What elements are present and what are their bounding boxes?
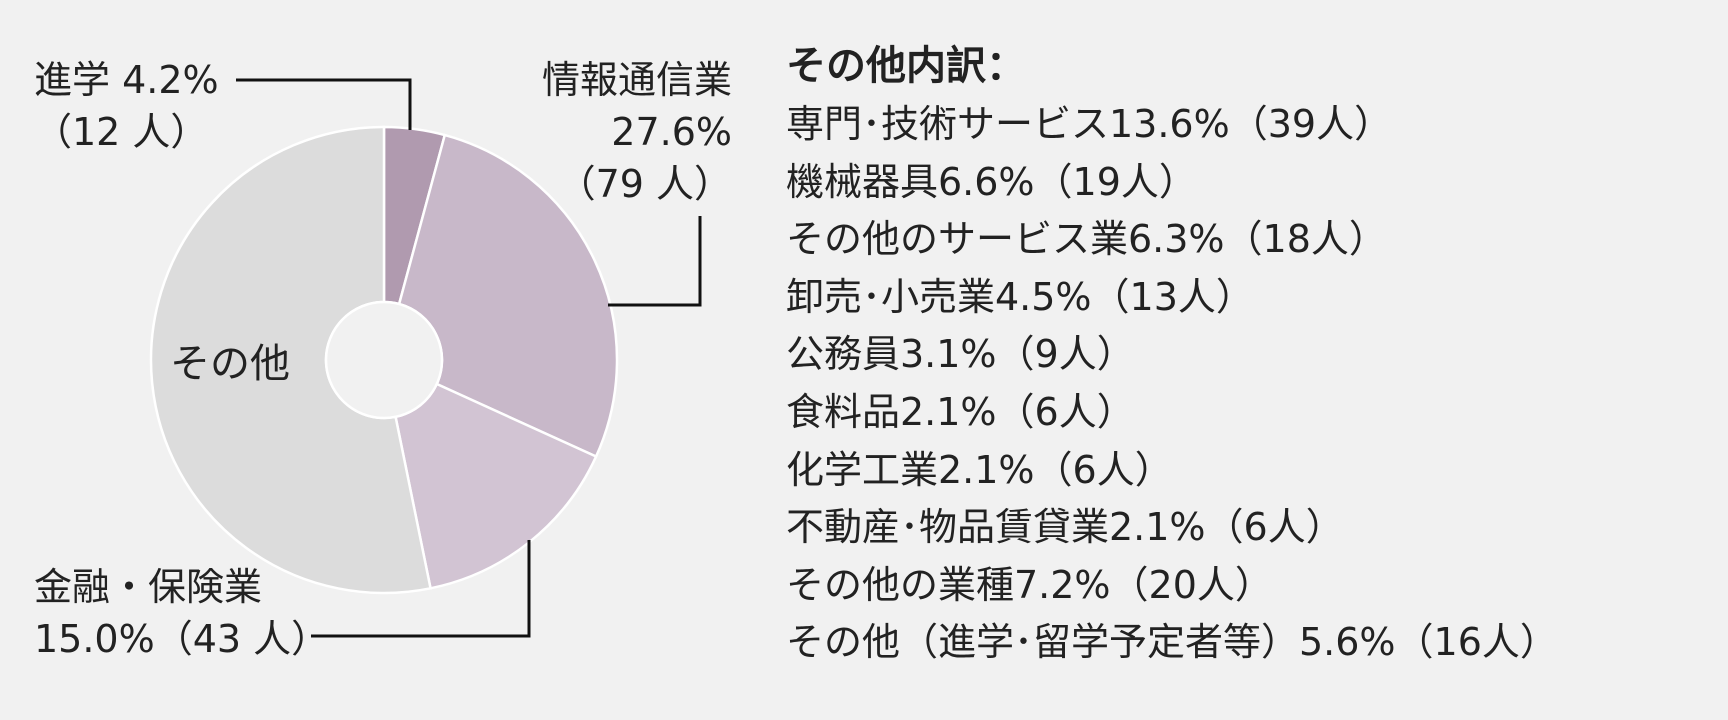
leader-info [608, 216, 702, 307]
label-other: その他 [170, 341, 290, 387]
breakdown-item: その他のサービス業6.3%（18人） [786, 217, 1387, 262]
leader-shingaku [236, 78, 412, 130]
donut-hole [324, 300, 444, 420]
label-finance-line1: 金融・保険業 [34, 565, 263, 609]
label-shingaku: 進学 4.2% （12 人） [34, 54, 219, 158]
breakdown-item: 不動産･物品賃貸業2.1%（6人） [786, 505, 1344, 550]
label-finance: 金融・保険業 15.0%（43 人） [34, 561, 329, 665]
breakdown-item: 化学工業2.1%（6人） [786, 447, 1173, 492]
label-shingaku-line2: （12 人） [34, 110, 209, 154]
breakdown-item: 公務員3.1%（9人） [786, 332, 1135, 377]
breakdown-item: 専門･技術サービス13.6%（39人） [786, 102, 1393, 146]
breakdown-item: 卸売･小売業4.5%（13人） [786, 274, 1254, 319]
breakdown-item: 食料品2.1%（6人） [786, 389, 1135, 434]
label-info: 情報通信業 27.6% （79 人） [542, 54, 732, 210]
label-info-line1: 情報通信業 [541, 58, 732, 102]
label-shingaku-line1: 進学 4.2% [34, 58, 219, 102]
breakdown-title: その他内訳： [786, 43, 1026, 89]
label-finance-line2: 15.0%（43 人） [34, 617, 330, 661]
breakdown-panel: その他内訳： 専門･技術サービス13.6%（39人） 機械器具6.6%（19人）… [786, 36, 1558, 672]
breakdown-item: その他の業種7.2%（20人） [786, 562, 1273, 607]
label-info-line3: （79 人） [557, 162, 732, 206]
breakdown-item: 機械器具6.6%（19人） [786, 159, 1197, 204]
breakdown-item: その他（進学･留学予定者等）5.6%（16人） [786, 620, 1558, 665]
leader-finance [311, 540, 531, 638]
label-info-line2: 27.6% [611, 110, 732, 154]
